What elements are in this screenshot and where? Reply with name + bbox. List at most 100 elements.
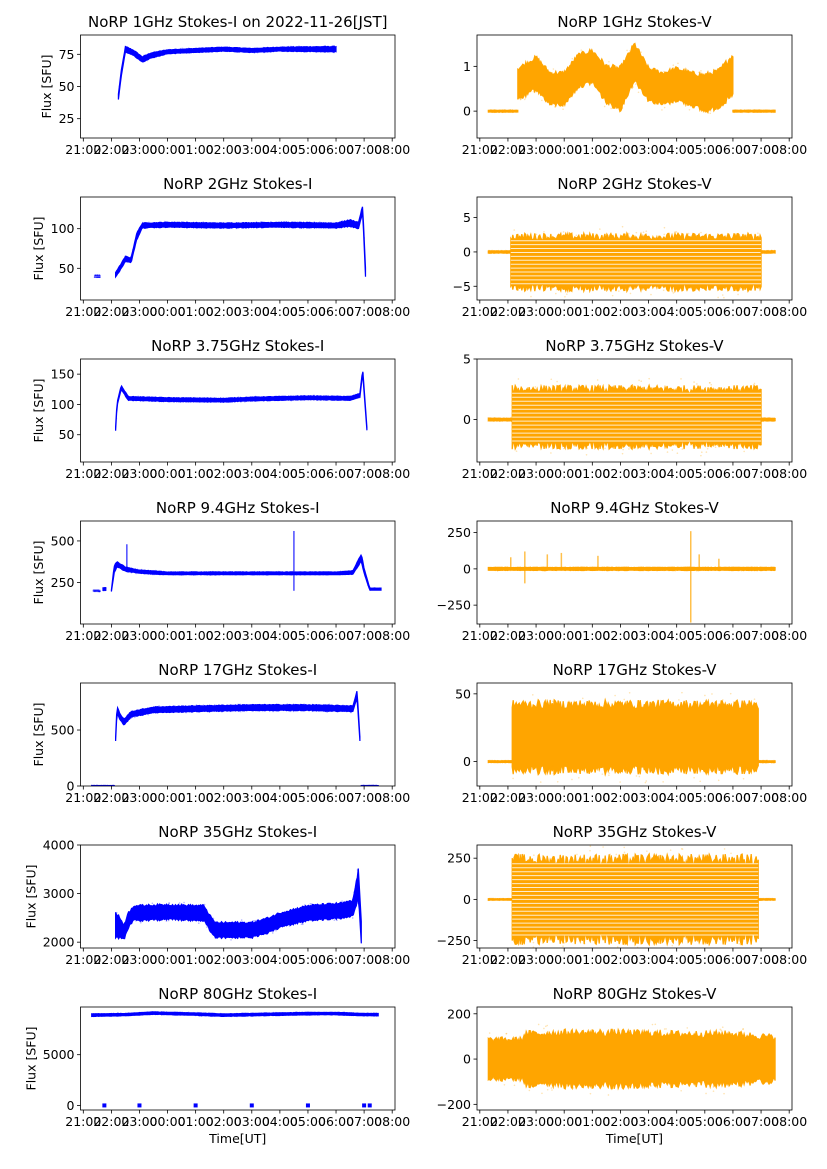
outlier-point xyxy=(363,237,366,239)
outlier-point xyxy=(595,446,598,448)
outlier-point xyxy=(637,700,640,703)
outlier-point xyxy=(499,249,502,252)
outlier-point xyxy=(221,711,223,713)
outlier-point xyxy=(181,903,183,905)
outlier-point xyxy=(319,221,322,224)
outlier-point xyxy=(187,1011,190,1014)
outlier-point xyxy=(495,111,497,114)
outlier-point xyxy=(509,109,512,111)
outlier-point xyxy=(95,276,97,279)
outlier-point xyxy=(599,228,601,230)
outlier-point xyxy=(614,694,616,697)
outlier-point xyxy=(769,111,772,113)
outlier-point xyxy=(488,249,491,252)
x-tick-label: 01:00 xyxy=(574,304,610,319)
outlier-point xyxy=(291,1014,294,1017)
outlier-point xyxy=(208,711,211,713)
outlier-point xyxy=(241,227,243,229)
outlier-point xyxy=(697,570,700,572)
x-tick-label: 03:00 xyxy=(631,466,667,481)
outlier-point xyxy=(623,851,626,854)
x-tick-label: 01:00 xyxy=(178,952,214,967)
x-tick-label: 03:00 xyxy=(234,466,270,481)
outlier-point xyxy=(503,1083,506,1086)
data-band-3 xyxy=(757,897,776,901)
outlier-point xyxy=(290,399,293,402)
outlier-point xyxy=(760,420,763,422)
outlier-point xyxy=(541,1092,543,1095)
outlier-point xyxy=(765,759,768,762)
outlier-point xyxy=(104,589,106,592)
outlier-point xyxy=(172,574,174,576)
outlier-point xyxy=(98,274,100,276)
outlier-point xyxy=(98,276,101,278)
outlier-point xyxy=(735,109,737,111)
outlier-point xyxy=(768,899,771,901)
axes-frame xyxy=(476,196,793,301)
x-tick-label: 21:00 xyxy=(462,628,498,643)
x-tick-label: 08:00 xyxy=(771,628,807,643)
outlier-point xyxy=(506,252,509,254)
outlier-point xyxy=(494,759,496,762)
outlier-point xyxy=(487,252,490,255)
y-axis-label: Flux [SFU] xyxy=(23,1027,38,1091)
outlier-point xyxy=(763,417,765,420)
outlier-point xyxy=(103,589,105,592)
outlier-point xyxy=(112,1012,115,1015)
outlier-point xyxy=(759,899,761,902)
outlier-point xyxy=(489,252,491,254)
outlier-point xyxy=(103,587,106,589)
outlier-point xyxy=(502,899,505,902)
outlier-point xyxy=(240,919,243,921)
x-tick-label: 21:00 xyxy=(462,142,498,157)
outlier-point xyxy=(762,417,765,419)
outlier-point xyxy=(174,705,176,707)
x-tick-label: 00:00 xyxy=(150,952,186,967)
outlier-point xyxy=(767,761,770,764)
outlier-point xyxy=(350,711,352,714)
outlier-point xyxy=(196,1011,199,1014)
x-tick-label: 06:00 xyxy=(715,952,751,967)
outlier-point xyxy=(551,1089,553,1091)
outlier-point xyxy=(628,448,630,450)
x-tick-label: 21:00 xyxy=(65,142,101,157)
outlier-point xyxy=(487,249,490,252)
outlier-point xyxy=(705,451,708,453)
outlier-point xyxy=(162,570,165,573)
outlier-point xyxy=(497,111,500,114)
outlier-point xyxy=(704,694,706,697)
outlier-point xyxy=(209,571,212,573)
outlier-point xyxy=(606,566,609,569)
outlier-point xyxy=(295,573,298,576)
outlier-point xyxy=(97,276,100,278)
outlier-point xyxy=(199,47,202,49)
outlier-point xyxy=(648,377,650,380)
x-tick-label: 21:00 xyxy=(65,304,101,319)
outlier-point xyxy=(617,570,619,572)
outlier-point xyxy=(773,761,775,764)
x-tick-label: 01:00 xyxy=(574,466,610,481)
x-tick-label: 22:00 xyxy=(93,142,129,157)
outlier-point xyxy=(762,761,765,764)
y-tick-label: 0 xyxy=(463,244,471,259)
x-tick-label: 00:00 xyxy=(546,952,582,967)
outlier-point xyxy=(230,939,232,941)
outlier-point xyxy=(699,569,701,572)
outlier-point xyxy=(493,417,496,419)
plot-area xyxy=(487,1023,776,1096)
outlier-point xyxy=(686,702,688,704)
outlier-point xyxy=(98,274,101,277)
outlier-point xyxy=(225,50,227,53)
y-tick-label: 5000 xyxy=(43,1047,75,1062)
outlier-point xyxy=(622,448,624,451)
outlier-point xyxy=(505,417,508,419)
outlier-point xyxy=(319,51,322,53)
outlier-point xyxy=(98,590,101,593)
outlier-point xyxy=(680,1089,682,1092)
data-band-1 xyxy=(92,589,101,592)
x-tick-label: 08:00 xyxy=(374,790,410,805)
outlier-point xyxy=(139,921,142,924)
outlier-point xyxy=(681,448,684,450)
outlier-point xyxy=(770,761,773,764)
outlier-point xyxy=(493,417,495,419)
